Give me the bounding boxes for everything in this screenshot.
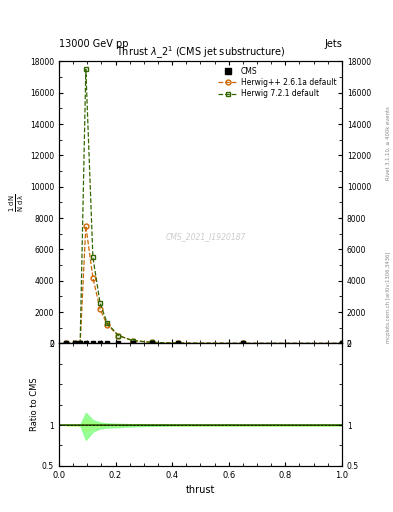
Legend: CMS, Herwig++ 2.6.1a default, Herwig 7.2.1 default: CMS, Herwig++ 2.6.1a default, Herwig 7.2…	[217, 65, 338, 100]
Y-axis label: Ratio to CMS: Ratio to CMS	[30, 378, 39, 432]
Title: Thrust $\lambda\_2^1$ (CMS jet substructure): Thrust $\lambda\_2^1$ (CMS jet substruct…	[116, 44, 285, 61]
Text: mcplots.cern.ch [arXiv:1306.3436]: mcplots.cern.ch [arXiv:1306.3436]	[386, 251, 391, 343]
Text: Rivet 3.1.10, ≥ 400k events: Rivet 3.1.10, ≥ 400k events	[386, 106, 391, 180]
Text: Jets: Jets	[324, 38, 342, 49]
X-axis label: thrust: thrust	[186, 485, 215, 495]
Y-axis label: $\frac{1}{\mathrm{N}}\frac{\mathrm{d}\,\mathrm{N}}{\mathrm{d}\,\mathrm{\lambda}}: $\frac{1}{\mathrm{N}}\frac{\mathrm{d}\,\…	[7, 193, 26, 212]
Text: 13000 GeV pp: 13000 GeV pp	[59, 38, 129, 49]
Text: CMS_2021_I1920187: CMS_2021_I1920187	[166, 232, 246, 241]
